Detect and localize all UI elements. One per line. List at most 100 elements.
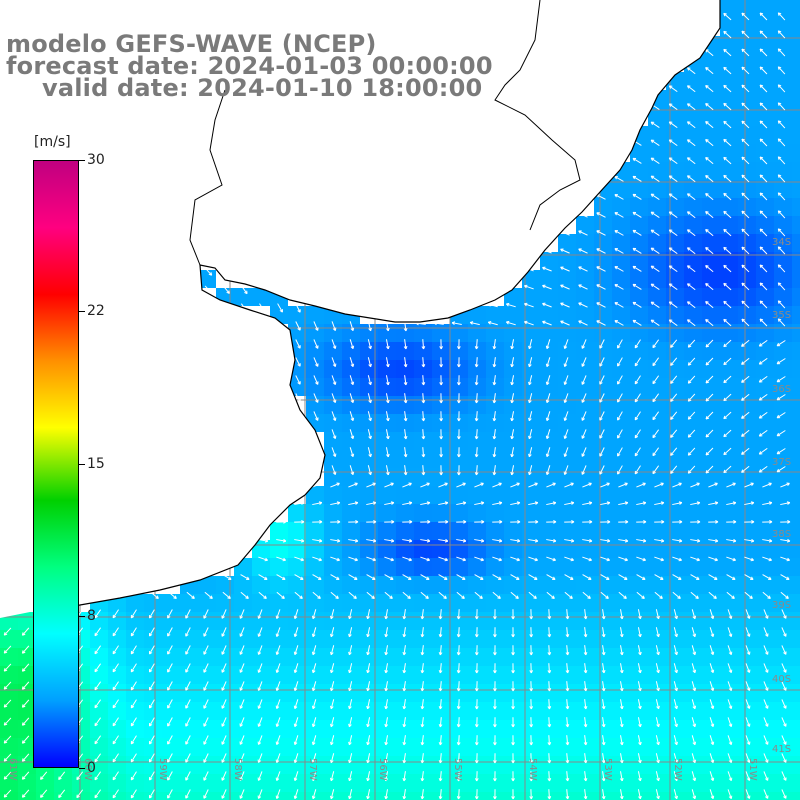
wind-arrow <box>709 681 715 692</box>
wind-arrow <box>528 339 533 350</box>
wind-arrow <box>456 663 461 674</box>
wind-arrow <box>421 339 426 350</box>
wind-arrow <box>185 609 191 619</box>
wind-arrow <box>366 520 377 524</box>
wind-arrow <box>637 717 642 728</box>
wind-arrow <box>330 538 341 543</box>
wind-arrow <box>420 753 425 764</box>
wind-arrow <box>402 520 413 524</box>
wind-arrow <box>705 229 714 237</box>
wind-arrow <box>293 681 299 692</box>
wind-arrow <box>21 699 30 708</box>
wind-arrow <box>723 174 732 183</box>
wind-arrow <box>295 357 301 367</box>
wind-arrow <box>758 339 768 347</box>
wind-arrow <box>528 393 533 404</box>
wind-arrow <box>547 645 552 656</box>
wind-arrow <box>385 429 390 440</box>
wind-arrow <box>474 501 485 506</box>
wind-arrow <box>547 681 552 692</box>
wind-arrow <box>601 645 606 656</box>
wind-arrow <box>384 627 389 638</box>
wind-arrow <box>708 482 718 488</box>
wind-arrow <box>596 284 606 290</box>
wind-arrow <box>40 789 48 798</box>
wind-arrow <box>600 538 611 543</box>
wind-arrow <box>421 465 426 476</box>
wind-arrow <box>777 300 786 309</box>
wind-arrow <box>741 210 750 219</box>
wind-arrow <box>546 520 557 524</box>
wind-arrow <box>94 681 102 691</box>
wind-arrow <box>529 663 534 674</box>
wind-arrow <box>618 501 629 506</box>
lat-label: 39S <box>772 600 791 611</box>
wind-arrow <box>723 282 732 291</box>
wind-arrow <box>673 717 678 728</box>
wind-arrow <box>402 574 412 580</box>
wind-arrow <box>759 246 768 255</box>
wind-arrow <box>618 520 629 524</box>
wind-arrow <box>708 574 718 580</box>
wind-arrow <box>723 411 732 420</box>
lon-label: 51W <box>747 758 758 781</box>
wind-arrow <box>687 265 696 273</box>
wind-arrow <box>492 447 497 458</box>
wind-arrow <box>564 501 575 506</box>
lon-label: 61W <box>7 758 18 781</box>
wind-arrow <box>705 67 714 75</box>
wind-arrow <box>402 663 407 674</box>
wind-arrow <box>560 320 570 326</box>
wind-arrow <box>510 501 521 506</box>
wind-arrow <box>781 609 787 619</box>
wind-arrow <box>492 411 497 422</box>
wind-arrow <box>385 411 390 422</box>
wind-arrow <box>670 411 678 420</box>
wind-arrow <box>614 176 624 182</box>
wind-arrow <box>402 627 407 638</box>
wind-arrow <box>385 375 390 386</box>
wind-arrow <box>384 556 394 562</box>
wind-arrow <box>456 465 461 476</box>
wind-arrow <box>3 699 12 708</box>
wind-arrow <box>583 717 588 728</box>
wind-arrow <box>439 411 444 422</box>
wind-arrow <box>313 393 319 403</box>
wind-arrow <box>275 699 281 709</box>
wind-arrow <box>167 645 173 655</box>
wind-arrow <box>705 157 714 165</box>
wind-arrow <box>687 139 696 147</box>
wind-arrow <box>690 520 701 524</box>
wind-arrow <box>582 482 592 488</box>
wind-arrow <box>167 663 173 673</box>
wind-arrow <box>384 681 389 692</box>
wind-arrow <box>691 699 697 710</box>
wind-arrow <box>617 393 623 403</box>
wind-arrow <box>705 139 714 147</box>
wind-arrow <box>148 645 155 655</box>
wind-arrow <box>275 645 281 655</box>
wind-arrow <box>601 789 606 800</box>
wind-arrow <box>727 753 733 763</box>
wind-arrow <box>366 482 376 488</box>
wind-arrow <box>420 789 425 800</box>
wind-arrow <box>723 120 732 129</box>
wind-arrow <box>21 627 30 636</box>
wind-arrow <box>276 574 286 580</box>
wind-arrow <box>21 717 30 726</box>
wind-arrow <box>510 411 515 422</box>
wind-arrow <box>687 229 696 237</box>
wind-arrow <box>402 609 407 620</box>
wind-arrow <box>546 482 556 488</box>
wind-arrow <box>705 411 714 420</box>
wind-arrow <box>330 501 341 506</box>
wind-arrow <box>439 375 444 386</box>
colorbar-tickmark <box>79 311 85 312</box>
wind-arrow <box>542 284 552 290</box>
wind-arrow <box>474 429 479 440</box>
wind-arrow <box>203 717 209 727</box>
wind-arrow <box>780 574 790 580</box>
wind-arrow <box>384 591 393 599</box>
wind-arrow <box>650 157 660 164</box>
wind-arrow <box>403 357 408 368</box>
